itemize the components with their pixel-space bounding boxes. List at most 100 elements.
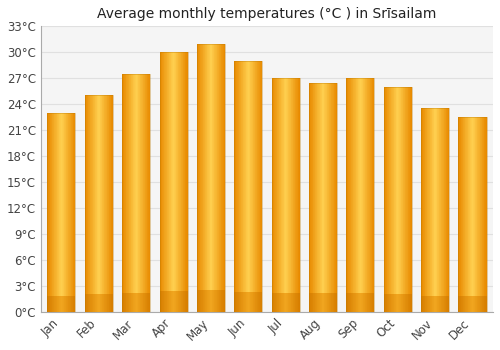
Bar xyxy=(309,83,337,312)
Bar xyxy=(282,78,283,312)
Bar xyxy=(424,295,426,312)
Bar xyxy=(358,293,359,312)
Bar xyxy=(316,83,318,312)
Bar xyxy=(355,293,356,312)
Bar xyxy=(321,293,322,312)
Bar xyxy=(395,87,396,312)
Bar xyxy=(408,87,409,312)
Bar xyxy=(65,113,66,312)
Bar xyxy=(327,83,328,312)
Bar xyxy=(142,293,143,312)
Bar xyxy=(51,113,52,312)
Bar xyxy=(91,96,92,312)
Bar xyxy=(335,293,336,312)
Bar xyxy=(122,74,150,312)
Bar xyxy=(88,294,89,312)
Bar xyxy=(462,296,464,312)
Bar xyxy=(371,78,372,312)
Bar xyxy=(260,61,261,312)
Bar xyxy=(478,296,479,312)
Bar xyxy=(161,291,162,312)
Bar xyxy=(298,78,299,312)
Bar xyxy=(175,52,176,312)
Bar xyxy=(247,292,248,312)
Bar xyxy=(216,44,217,312)
Bar xyxy=(324,293,325,312)
Bar xyxy=(252,292,253,312)
Bar xyxy=(138,74,139,312)
Bar xyxy=(186,52,187,312)
Bar xyxy=(428,108,429,312)
Bar xyxy=(297,293,298,312)
Bar xyxy=(429,295,430,312)
Bar xyxy=(101,96,102,312)
Bar xyxy=(362,293,363,312)
Bar xyxy=(240,61,242,312)
Bar xyxy=(58,296,59,312)
Bar xyxy=(388,294,390,312)
Bar xyxy=(396,87,397,312)
Bar xyxy=(373,78,374,312)
Bar xyxy=(294,293,295,312)
Bar xyxy=(92,96,93,312)
Bar xyxy=(386,87,388,312)
Bar xyxy=(448,295,449,312)
Bar xyxy=(289,78,290,312)
Bar xyxy=(384,294,385,312)
Bar xyxy=(48,113,49,312)
Bar xyxy=(290,78,292,312)
Bar xyxy=(112,96,113,312)
Bar xyxy=(236,292,237,312)
Bar xyxy=(286,293,287,312)
Bar xyxy=(483,117,484,312)
Bar xyxy=(130,293,132,312)
Bar xyxy=(349,78,350,312)
Bar xyxy=(407,294,408,312)
Bar xyxy=(482,296,483,312)
Bar xyxy=(470,117,471,312)
Bar xyxy=(93,294,94,312)
Bar xyxy=(430,108,431,312)
Bar xyxy=(325,293,326,312)
Bar xyxy=(161,52,162,312)
Bar xyxy=(72,113,74,312)
Bar xyxy=(321,83,322,312)
Bar xyxy=(364,78,366,312)
Bar xyxy=(218,290,220,312)
Bar xyxy=(132,74,134,312)
Bar xyxy=(399,294,400,312)
Bar xyxy=(364,293,366,312)
Bar xyxy=(284,293,285,312)
Bar xyxy=(391,87,392,312)
Bar xyxy=(320,83,321,312)
Bar xyxy=(318,83,319,312)
Bar xyxy=(198,44,199,312)
Bar xyxy=(390,294,391,312)
Bar xyxy=(93,96,94,312)
Bar xyxy=(223,44,224,312)
Bar xyxy=(424,108,426,312)
Bar xyxy=(397,294,398,312)
Bar xyxy=(357,293,358,312)
Bar xyxy=(348,78,349,312)
Bar xyxy=(106,96,108,312)
Bar xyxy=(428,295,429,312)
Bar xyxy=(204,290,206,312)
Bar xyxy=(63,113,64,312)
Bar xyxy=(478,117,479,312)
Bar xyxy=(385,87,386,312)
Bar xyxy=(209,44,210,312)
Bar xyxy=(325,83,326,312)
Bar xyxy=(99,96,100,312)
Bar xyxy=(458,117,459,312)
Bar xyxy=(89,96,90,312)
Bar xyxy=(468,117,469,312)
Bar xyxy=(328,293,330,312)
Bar xyxy=(56,113,58,312)
Bar xyxy=(274,293,275,312)
Bar xyxy=(411,87,412,312)
Bar xyxy=(471,117,472,312)
Bar xyxy=(239,61,240,312)
Bar xyxy=(326,293,327,312)
Bar xyxy=(276,78,278,312)
